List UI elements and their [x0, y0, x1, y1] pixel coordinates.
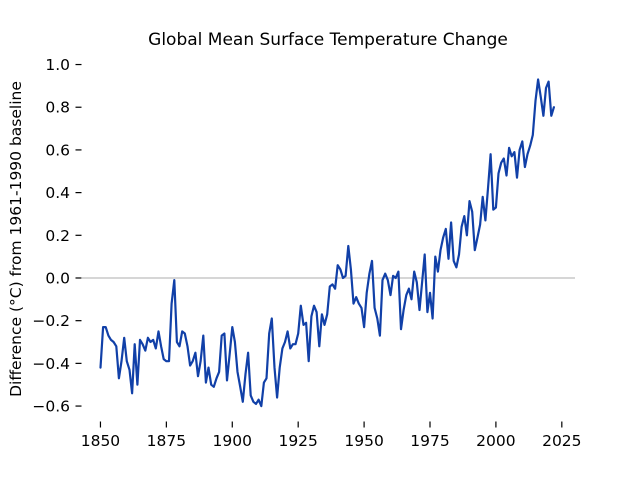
y-tick-label: 0.8	[45, 99, 70, 117]
y-tick-label: −0.6	[32, 398, 70, 416]
x-tick-label: 1850	[81, 432, 120, 450]
x-tick-label: 1925	[278, 432, 317, 450]
x-tick-label: 2000	[476, 432, 515, 450]
y-tick-label: 0.6	[45, 141, 70, 159]
temperature-line	[99, 78, 556, 408]
y-tick-labels: 1.0 0.8 0.6 0.4 0.2 0.0 −0.2 −0.4 −0.6	[32, 56, 70, 416]
x-tick-label: 1900	[213, 432, 252, 450]
x-tick-label: 1975	[410, 432, 449, 450]
y-tick-label: 0.4	[45, 184, 70, 202]
x-tick-label: 1950	[344, 432, 383, 450]
y-tick-label: −0.2	[32, 312, 70, 330]
y-tick-label: 0.2	[45, 227, 70, 245]
temperature-anomaly-line	[99, 78, 556, 408]
y-tick-label: 1.0	[45, 56, 70, 74]
y-tick-label: −0.4	[32, 355, 70, 373]
x-tick-labels: 1850 1875 1900 1925 1950 1975 2000 2025	[81, 432, 582, 450]
y-axis-ticks	[75, 63, 82, 407]
x-axis-ticks	[99, 421, 563, 428]
y-axis-label: Difference (°C) from 1961-1990 baseline	[7, 81, 25, 397]
chart-title: Global Mean Surface Temperature Change	[148, 30, 508, 50]
y-tick-label: 0.0	[45, 269, 70, 287]
x-tick-label: 1875	[147, 432, 186, 450]
x-tick-label: 2025	[542, 432, 581, 450]
